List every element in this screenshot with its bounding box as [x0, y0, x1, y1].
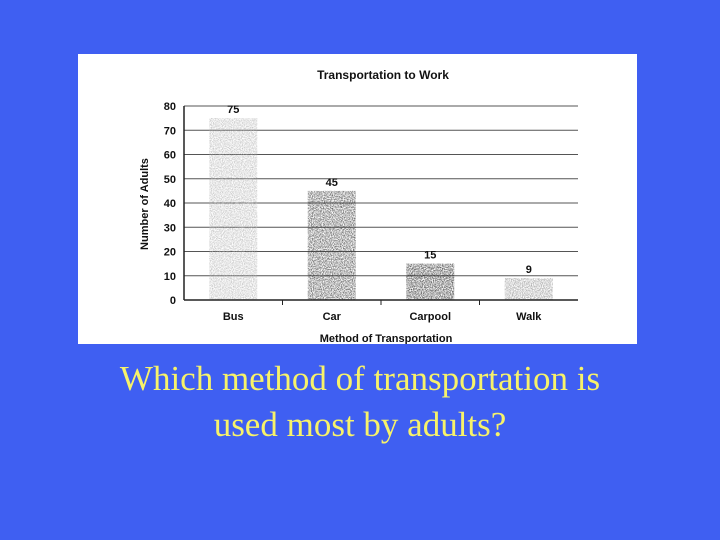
question-line-2: used most by adults? [213, 405, 507, 444]
x-tick-label: Bus [223, 311, 244, 323]
y-tick-label: 30 [164, 222, 176, 234]
y-tick-label: 70 [164, 125, 176, 137]
y-tick-labels: 0 10 20 30 40 50 60 70 80 [164, 101, 176, 307]
value-label: 9 [526, 264, 532, 276]
chart-title: Transportation to Work [317, 68, 449, 82]
question-line-1: Which method of transportation is [119, 359, 601, 398]
y-tick-label: 10 [164, 271, 176, 283]
question-text: Which method of transportation is used m… [40, 356, 680, 448]
x-axis-label: Method of Transportation [320, 333, 453, 344]
x-tick-label: Car [323, 311, 342, 323]
value-labels: 75 45 15 9 [227, 104, 532, 276]
y-tick-label: 40 [164, 198, 176, 210]
bar-bus [209, 118, 258, 300]
bars [209, 118, 553, 300]
bar-walk [504, 278, 553, 300]
bar-chart: Transportation to Work Number of Adults … [139, 68, 578, 344]
y-tick-label: 60 [164, 150, 176, 162]
y-tick-label: 20 [164, 247, 176, 259]
chart-panel: Transportation to Work Number of Adults … [78, 54, 637, 344]
y-tick-label: 0 [170, 295, 176, 307]
y-axis-label: Number of Adults [139, 158, 151, 250]
value-label: 45 [326, 177, 338, 189]
bar-carpool [406, 263, 455, 300]
value-label: 15 [424, 250, 436, 262]
x-tick-label: Carpool [409, 311, 451, 323]
y-tick-label: 80 [164, 101, 176, 113]
value-label: 75 [227, 104, 239, 116]
y-tick-label: 50 [164, 174, 176, 186]
bar-car [307, 190, 356, 300]
x-tick-label: Walk [516, 311, 542, 323]
x-tick-labels: Bus Car Carpool Walk [223, 300, 542, 323]
